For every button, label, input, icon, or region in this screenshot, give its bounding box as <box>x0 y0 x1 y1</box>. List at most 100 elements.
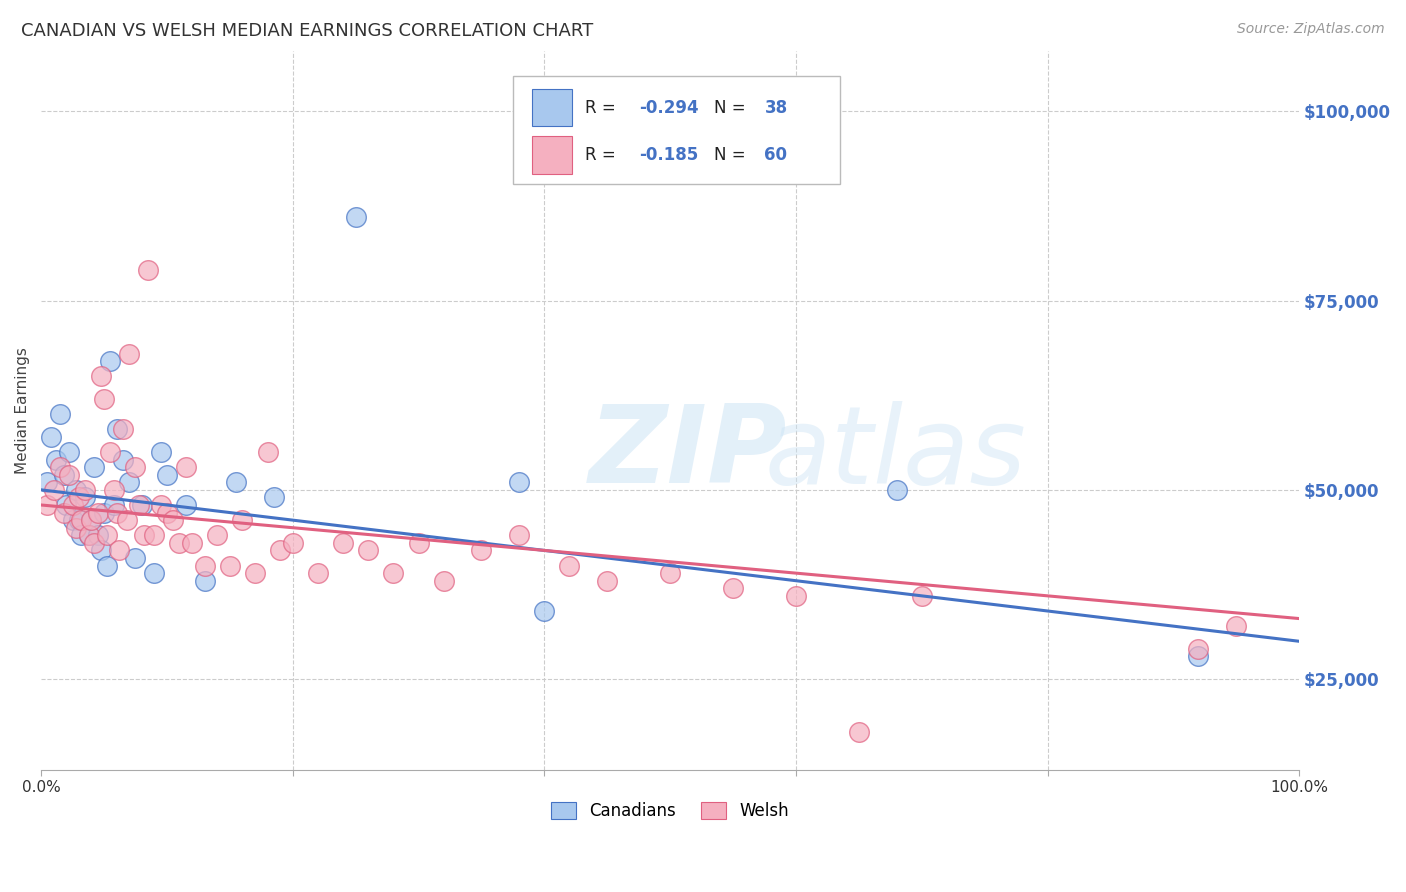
Point <box>433 574 456 588</box>
Point <box>111 452 134 467</box>
Point <box>70 513 93 527</box>
Point <box>37 498 59 512</box>
FancyBboxPatch shape <box>531 89 572 126</box>
Point <box>134 528 156 542</box>
Point <box>52 467 75 482</box>
Point <box>124 551 146 566</box>
Point <box>1225 619 1247 633</box>
Point <box>408 536 430 550</box>
Point <box>508 475 530 490</box>
Point <box>77 528 100 542</box>
Point <box>533 604 555 618</box>
Point <box>307 566 329 581</box>
Point <box>181 536 204 550</box>
Point <box>65 483 87 497</box>
Point <box>169 536 191 550</box>
Point <box>108 543 131 558</box>
Point <box>136 263 159 277</box>
Y-axis label: Median Earnings: Median Earnings <box>15 347 30 474</box>
Text: N =: N = <box>714 145 751 164</box>
Point <box>207 528 229 542</box>
Point <box>596 574 619 588</box>
Point <box>174 460 197 475</box>
Text: N =: N = <box>714 98 751 117</box>
Point <box>62 513 84 527</box>
Point <box>357 543 380 558</box>
Point <box>49 407 72 421</box>
Point <box>65 521 87 535</box>
Point <box>659 566 682 581</box>
Point <box>39 430 62 444</box>
Point <box>243 566 266 581</box>
Point <box>80 513 103 527</box>
Point <box>115 513 138 527</box>
Point <box>218 558 240 573</box>
Point <box>93 506 115 520</box>
Point <box>80 513 103 527</box>
Point <box>344 211 367 225</box>
Point <box>281 536 304 550</box>
FancyBboxPatch shape <box>531 136 572 174</box>
Point <box>98 445 121 459</box>
Point <box>721 582 744 596</box>
Point <box>118 475 141 490</box>
Point <box>118 346 141 360</box>
Text: R =: R = <box>585 145 620 164</box>
Point <box>77 528 100 542</box>
Point <box>174 498 197 512</box>
Legend: Canadians, Welsh: Canadians, Welsh <box>544 795 796 826</box>
Text: -0.185: -0.185 <box>638 145 697 164</box>
Point <box>103 483 125 497</box>
Point <box>105 422 128 436</box>
Point <box>508 528 530 542</box>
Point <box>162 513 184 527</box>
Point <box>45 452 67 467</box>
Text: atlas: atlas <box>765 401 1026 506</box>
Point <box>52 506 75 520</box>
Point <box>269 543 291 558</box>
Point <box>83 536 105 550</box>
Point <box>96 558 118 573</box>
Point <box>93 392 115 406</box>
Point <box>103 498 125 512</box>
Text: CANADIAN VS WELSH MEDIAN EARNINGS CORRELATION CHART: CANADIAN VS WELSH MEDIAN EARNINGS CORREL… <box>21 22 593 40</box>
Text: ZIP: ZIP <box>588 401 787 507</box>
Point <box>263 491 285 505</box>
Point <box>128 498 150 512</box>
Point <box>37 475 59 490</box>
Text: 38: 38 <box>765 98 787 117</box>
FancyBboxPatch shape <box>513 76 839 184</box>
Point <box>470 543 492 558</box>
Point <box>225 475 247 490</box>
Point <box>149 445 172 459</box>
Point <box>785 589 807 603</box>
Point <box>911 589 934 603</box>
Point <box>111 422 134 436</box>
Point <box>156 467 179 482</box>
Point <box>848 725 870 739</box>
Point <box>55 498 77 512</box>
Point <box>58 467 80 482</box>
Point <box>83 460 105 475</box>
Point <box>96 528 118 542</box>
Point <box>194 558 217 573</box>
Point <box>70 528 93 542</box>
Point <box>49 460 72 475</box>
Point <box>58 445 80 459</box>
Point <box>149 498 172 512</box>
Point <box>886 483 908 497</box>
Point <box>105 506 128 520</box>
Point <box>124 460 146 475</box>
Point <box>75 483 97 497</box>
Point <box>332 536 354 550</box>
Point <box>98 354 121 368</box>
Point <box>143 566 166 581</box>
Point <box>131 498 153 512</box>
Point <box>156 506 179 520</box>
Point <box>382 566 405 581</box>
Point <box>143 528 166 542</box>
Point <box>87 506 110 520</box>
Point <box>231 513 253 527</box>
Point <box>90 369 112 384</box>
Text: R =: R = <box>585 98 620 117</box>
